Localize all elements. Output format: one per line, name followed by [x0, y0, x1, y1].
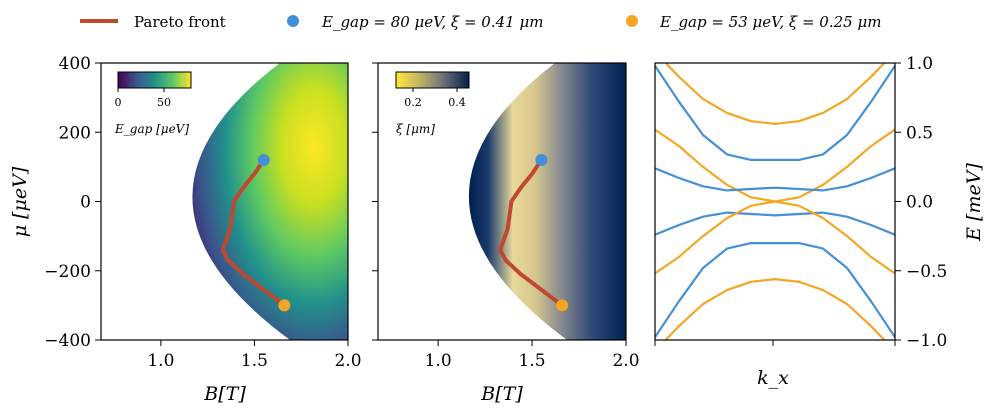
middle-y-ticks — [372, 62, 378, 341]
band-orange-upper — [664, 63, 886, 125]
middle-colorbar: 0.2 0.4 ξ [μm] — [395, 71, 470, 136]
x-tick-label: 1.0 — [147, 351, 174, 371]
band-blue-inner-lower — [655, 211, 895, 236]
left-colorbar-tick-0: 0 — [115, 96, 122, 109]
y-tick-label: 1.0 — [906, 54, 933, 74]
left-colorbar-label: E_gap [μeV] — [114, 122, 189, 136]
middle-colorbar-label: ξ [μm] — [396, 122, 435, 136]
legend-point2-marker — [626, 15, 638, 27]
band-orange-inner-upper — [655, 128, 895, 203]
legend-point1-marker — [287, 15, 299, 27]
left-xlabel: B[T] — [203, 383, 246, 405]
left-point2 — [278, 299, 291, 312]
left-colorbar-gradient — [117, 71, 192, 89]
middle-heatmap — [468, 63, 626, 340]
left-colorbar-tick-1: 50 — [157, 96, 171, 109]
left-x-ticks: 1.0 1.5 2.0 — [147, 340, 362, 371]
left-ylabel: μ [μeV] — [9, 166, 31, 237]
legend-point1-label: E_gap = 80 μeV, ξ = 0.41 μm — [321, 13, 543, 31]
band-structure-lines — [655, 63, 895, 340]
right-ylabel: E [meV] — [963, 163, 985, 242]
band-blue-lower — [655, 242, 895, 338]
y-tick-label: −1.0 — [906, 331, 947, 351]
middle-colorbar-tick-0: 0.2 — [404, 96, 422, 109]
left-panel: 0 50 E_gap [μeV] 400 200 0 −200 −400 1.0 1.5 2… — [9, 54, 362, 405]
band-orange-lower — [664, 278, 886, 340]
x-tick-label: 1.0 — [425, 351, 452, 371]
y-tick-label: −200 — [44, 262, 91, 282]
x-tick-label: 2.0 — [334, 351, 361, 371]
middle-pareto-front — [497, 157, 565, 308]
y-tick-label: 0.5 — [906, 123, 933, 143]
right-panel: 1.0 0.5 0.0 −0.5 −1.0 k_x E [meV] — [654, 54, 985, 389]
band-orange-inner-lower — [655, 200, 895, 275]
middle-colorbar-tick-1: 0.4 — [448, 96, 466, 109]
x-tick-label: 2.0 — [612, 351, 639, 371]
middle-point1 — [535, 153, 548, 166]
y-tick-label: 400 — [59, 54, 91, 74]
x-tick-label: 1.5 — [519, 351, 546, 371]
middle-colorbar-gradient — [395, 71, 470, 89]
left-y-ticks: 400 200 0 −200 −400 — [44, 54, 101, 351]
y-tick-label: −400 — [44, 331, 91, 351]
middle-panel: 0.2 0.4 ξ [μm] 1.0 1.5 2.0 B[T] — [372, 62, 640, 405]
left-colorbar: 0 50 E_gap [μeV] — [114, 71, 192, 136]
middle-xlabel: B[T] — [480, 383, 523, 405]
left-heatmap — [192, 63, 348, 340]
legend: Pareto front E_gap = 80 μeV, ξ = 0.41 μm… — [80, 13, 881, 31]
y-tick-label: 0.0 — [906, 193, 933, 213]
y-tick-label: 0 — [80, 193, 91, 213]
band-blue-upper — [655, 65, 895, 161]
left-point1 — [257, 153, 270, 166]
y-tick-label: 200 — [59, 123, 91, 143]
right-xlabel: k_x — [757, 367, 789, 389]
band-blue-inner-upper — [655, 167, 895, 192]
y-tick-label: −0.5 — [906, 262, 947, 282]
legend-point2-label: E_gap = 53 μeV, ξ = 0.25 μm — [659, 13, 881, 31]
x-tick-label: 1.5 — [241, 351, 268, 371]
right-y-ticks: 1.0 0.5 0.0 −0.5 −1.0 — [895, 54, 947, 351]
left-pareto-front — [220, 157, 287, 308]
legend-pareto-label: Pareto front — [134, 13, 226, 31]
middle-point2 — [556, 299, 569, 312]
middle-x-ticks: 1.0 1.5 2.0 — [425, 340, 640, 371]
